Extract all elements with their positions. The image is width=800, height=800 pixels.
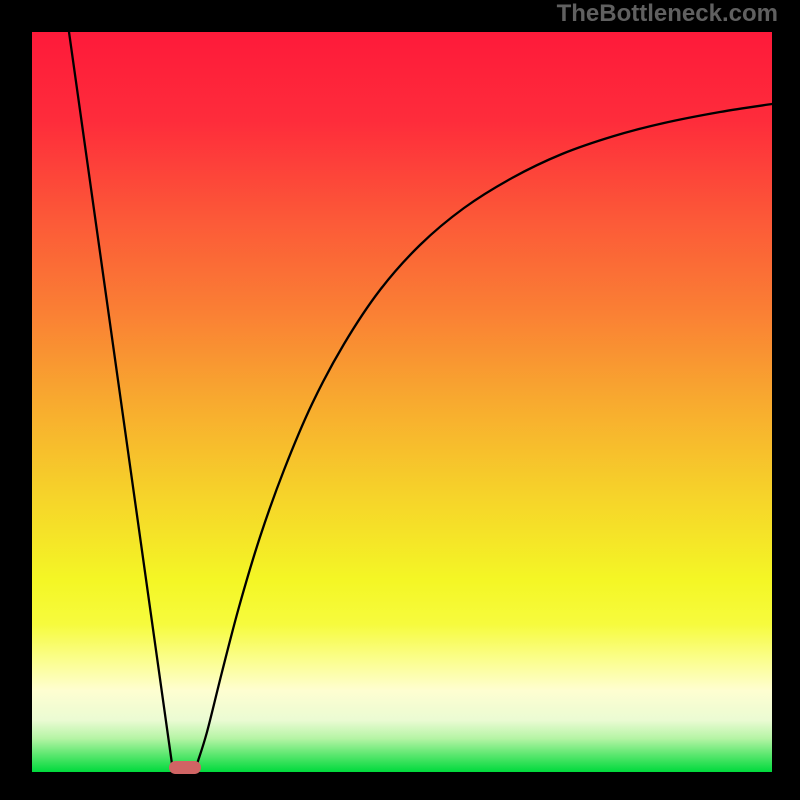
chart-svg <box>32 32 772 772</box>
chart-background <box>32 32 772 772</box>
chart-frame: TheBottleneck.com <box>0 0 800 800</box>
watermark-text: TheBottleneck.com <box>557 0 778 28</box>
optimum-marker <box>169 761 201 774</box>
plot-area <box>32 32 772 772</box>
